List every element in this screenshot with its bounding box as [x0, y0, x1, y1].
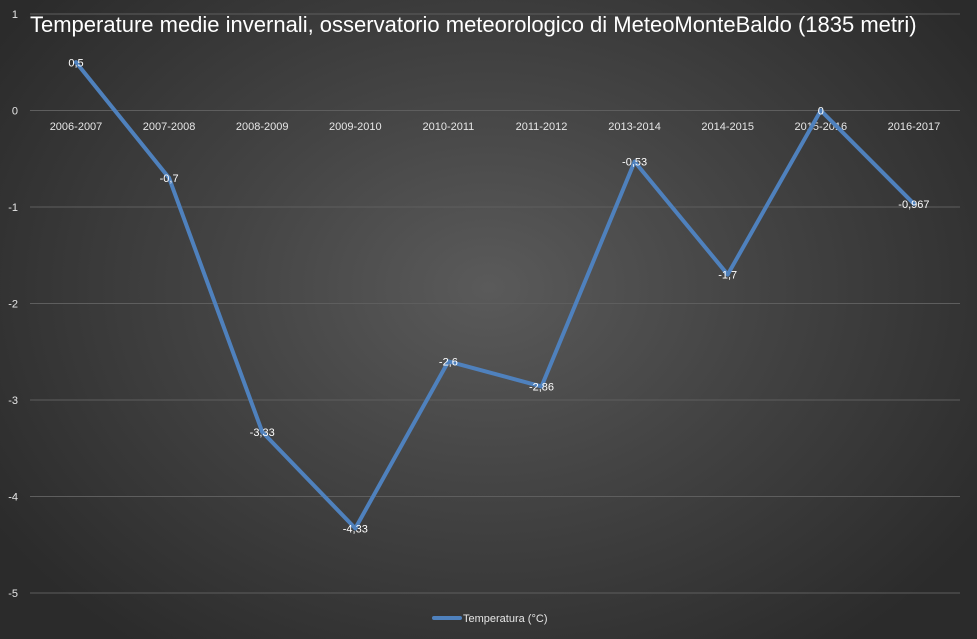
x-tick-label: 2007-2008 [143, 121, 196, 133]
x-tick-label: 2016-2017 [888, 121, 941, 133]
data-label: -0,967 [898, 199, 929, 211]
x-tick-label: 2011-2012 [516, 121, 568, 133]
y-tick-label: -4 [8, 492, 18, 504]
series-line [74, 60, 916, 531]
x-tick-label: 2006-2007 [50, 121, 103, 133]
x-tick-label: 2014-2015 [701, 121, 754, 133]
data-point [725, 272, 730, 277]
data-label: -0,53 [622, 157, 647, 169]
data-point [353, 526, 358, 531]
data-point [260, 429, 265, 434]
data-point [539, 384, 544, 389]
data-label: -0,7 [160, 173, 179, 185]
data-label: -3,33 [250, 427, 275, 439]
data-point [818, 108, 823, 113]
y-tick-label: 1 [12, 9, 18, 21]
y-tick-label: -3 [8, 395, 18, 407]
legend-label: Temperatura (°C) [463, 613, 547, 625]
x-tick-label: 2010-2011 [423, 121, 475, 133]
x-tick-label: 2009-2010 [329, 121, 382, 133]
data-label: 0,5 [68, 57, 83, 69]
x-tick-label: 2013-2014 [608, 121, 661, 133]
data-label: -2,86 [529, 381, 554, 393]
data-label: -2,6 [439, 356, 458, 368]
data-point [632, 159, 637, 164]
y-tick-label: -5 [8, 588, 18, 600]
y-tick-label: 0 [12, 106, 18, 118]
data-point [74, 60, 78, 65]
x-tick-label: 2008-2009 [236, 121, 289, 133]
data-label: 0 [818, 106, 824, 118]
data-label: -4,33 [343, 523, 368, 535]
data-point [911, 201, 916, 206]
y-tick-label: -1 [8, 202, 18, 214]
data-label: -1,7 [718, 270, 737, 282]
data-point [167, 176, 172, 181]
data-point [446, 359, 451, 364]
chart-title: Temperature medie invernali, osservatori… [30, 12, 917, 37]
y-tick-label: -2 [8, 299, 18, 311]
